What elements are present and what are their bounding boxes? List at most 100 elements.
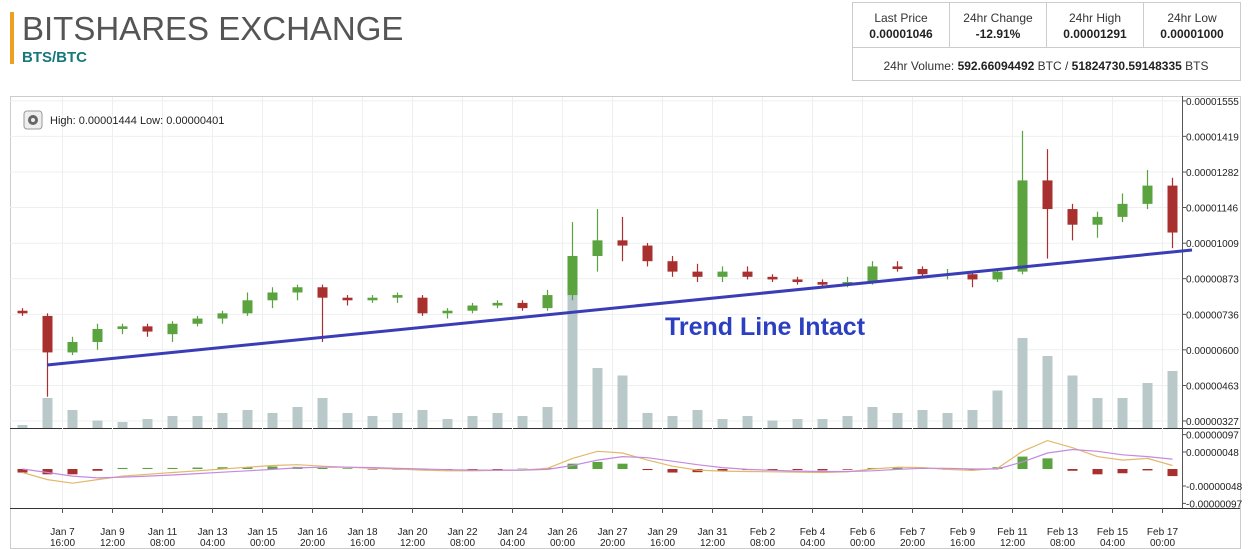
volume-bar <box>767 420 778 428</box>
candle-body <box>267 292 278 301</box>
volume-bar <box>942 413 953 428</box>
x-tick-time: 04:00 <box>200 538 225 549</box>
stats-panel: 24hr Volume: 592.66094492 BTC / 51824730… <box>852 2 1241 81</box>
x-tick-time: 16:00 <box>950 538 975 549</box>
x-tick-label: Jan 7 <box>50 527 75 538</box>
candle-body <box>792 279 803 283</box>
macd-histogram-bar <box>342 468 353 469</box>
stat-value: 0.00001291 <box>1063 27 1127 41</box>
x-tick-time: 04:00 <box>1100 538 1125 549</box>
y-tick-label: 0.00001009 <box>1186 239 1239 250</box>
x-tick-label: Feb 17 <box>1147 527 1179 538</box>
x-tick-time: 20:00 <box>900 538 925 549</box>
macd-histogram-bar <box>1142 469 1153 471</box>
candle-body <box>1067 209 1078 225</box>
volume-bar <box>1067 375 1078 428</box>
value: 51824730.59148335 <box>1072 59 1182 73</box>
x-tick-label: Jan 16 <box>297 527 327 538</box>
macd-histogram-bar <box>767 469 778 471</box>
volume-bar <box>42 398 53 428</box>
candle-body <box>517 302 528 309</box>
candle-body <box>542 295 553 309</box>
macd-histogram-bar <box>1117 469 1128 474</box>
x-tick-time: 00:00 <box>1150 538 1175 549</box>
candle-body <box>242 300 253 314</box>
volume-bar <box>967 410 978 428</box>
pair[interactable]: BTS/BTC <box>22 49 87 66</box>
candle-body <box>692 271 703 277</box>
candle-body <box>992 271 1003 280</box>
volume-bar <box>1017 338 1028 428</box>
candle-body <box>1092 216 1103 225</box>
volume-bar <box>992 390 1003 428</box>
candle-body <box>167 323 178 335</box>
y-tick-label: 0.00001555 <box>1186 97 1239 108</box>
x-tick-label: Jan 15 <box>247 527 277 538</box>
candle-body <box>142 326 153 332</box>
y-tick-label: 0.00000600 <box>1186 346 1239 357</box>
x-tick-label: Jan 22 <box>447 527 477 538</box>
macd-histogram-bar <box>42 469 53 475</box>
candle-body <box>892 266 903 270</box>
macd-histogram-bar <box>242 467 253 469</box>
volume-bar <box>517 416 528 428</box>
y-tick-label: 0.00001146 <box>1186 204 1239 215</box>
candle-body <box>567 255 578 296</box>
label: Low: <box>140 115 163 127</box>
x-tick-time: 12:00 <box>700 538 725 549</box>
volume-bar <box>1117 398 1128 428</box>
volume-bar <box>442 419 453 428</box>
volume-line: 24hr Volume: 592.66094492 BTC / 51824730… <box>884 59 1209 73</box>
volume-bar <box>217 413 228 428</box>
candle-body <box>867 266 878 283</box>
chart-info: High: 0.00001444 Low: 0.00000401 <box>50 115 224 127</box>
x-tick-label: Jan 29 <box>647 527 677 538</box>
macd-histogram-bar <box>1167 469 1178 477</box>
volume-bar <box>742 416 753 428</box>
volume-bar <box>242 410 253 428</box>
y2-tick-label: 0.00000048 <box>1186 448 1239 459</box>
macd-line <box>22 439 1173 484</box>
candle-body <box>442 310 453 314</box>
label: High: <box>50 115 76 127</box>
volume-bar <box>342 413 353 428</box>
x-tick-time: 16:00 <box>50 538 75 549</box>
x-tick-label: Feb 4 <box>800 527 826 538</box>
candle-body <box>917 269 928 275</box>
candle-body <box>467 305 478 311</box>
volume-bar <box>317 398 328 428</box>
macd-histogram-bar <box>1042 458 1053 469</box>
x-tick-label: Jan 31 <box>697 527 727 538</box>
macd-histogram-bar <box>567 463 578 469</box>
candle-body <box>92 328 103 342</box>
x-tick-time: 20:00 <box>300 538 325 549</box>
macd-histogram-bar <box>192 467 203 469</box>
x-tick-label: Jan 9 <box>100 527 125 538</box>
macd-histogram-bar <box>267 466 278 469</box>
volume-bar <box>117 422 128 428</box>
volume-bar <box>617 375 628 428</box>
value: 0.00001444 <box>79 115 137 127</box>
candle-body <box>1042 180 1053 210</box>
candle-body <box>1117 203 1128 217</box>
x-tick-label: Feb 6 <box>850 527 876 538</box>
x-tick-label: Feb 13 <box>1047 527 1079 538</box>
annotation: Trend Line Intact <box>665 313 866 341</box>
accent-bar <box>10 12 14 64</box>
volume-bar <box>542 407 553 428</box>
y-tick-label: 0.00001419 <box>1186 132 1239 143</box>
settings-button[interactable] <box>23 110 43 130</box>
volume-bar <box>142 419 153 428</box>
y-tick-label: 0.00000463 <box>1186 382 1239 393</box>
volume-bar <box>692 410 703 428</box>
macd-histogram-bar <box>517 468 528 470</box>
volume-bar <box>892 413 903 428</box>
candle-body <box>1142 185 1153 204</box>
x-tick-label: Feb 11 <box>997 527 1028 538</box>
candle-body <box>767 276 778 280</box>
volume-bar <box>817 419 828 428</box>
x-tick-label: Feb 9 <box>950 527 976 538</box>
candle-body <box>1167 185 1178 233</box>
